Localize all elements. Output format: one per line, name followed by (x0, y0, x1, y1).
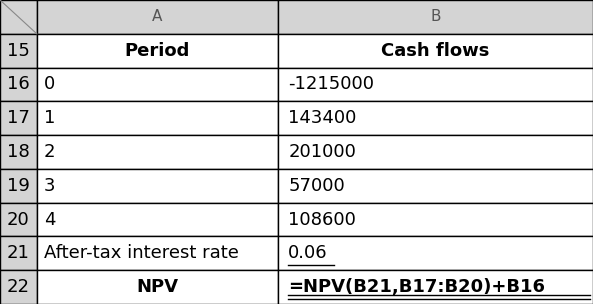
Bar (0, 67, 37, 101)
Text: -1215000: -1215000 (288, 75, 374, 93)
Bar (278, 135, 593, 169)
Text: 108600: 108600 (288, 211, 356, 229)
Bar (37, 203, 278, 237)
Bar (0, 270, 37, 304)
Text: A: A (152, 9, 162, 24)
Bar (0, 237, 37, 270)
Bar (0, 101, 37, 135)
Text: 17: 17 (7, 109, 30, 127)
Bar (37, 0, 278, 34)
Bar (278, 270, 593, 304)
Text: 57000: 57000 (288, 177, 345, 195)
Bar (278, 101, 593, 135)
Bar (278, 169, 593, 203)
Text: 22: 22 (7, 278, 30, 296)
Bar (278, 0, 593, 34)
Bar (37, 270, 278, 304)
Text: 20: 20 (7, 211, 30, 229)
Text: 3: 3 (44, 177, 55, 195)
Text: 19: 19 (7, 177, 30, 195)
Text: 1: 1 (44, 109, 55, 127)
Text: 143400: 143400 (288, 109, 356, 127)
Text: Cash flows: Cash flows (381, 42, 489, 60)
Bar (0, 135, 37, 169)
Text: =NPV(B21,B17:B20)+B16: =NPV(B21,B17:B20)+B16 (288, 278, 545, 296)
Bar (278, 34, 593, 67)
Text: 21: 21 (7, 244, 30, 262)
Text: 0: 0 (44, 75, 55, 93)
Bar (0, 169, 37, 203)
Text: 2: 2 (44, 143, 55, 161)
Text: 0.06: 0.06 (288, 244, 328, 262)
Bar (278, 237, 593, 270)
Bar (37, 169, 278, 203)
Bar (0, 0, 37, 34)
Text: 16: 16 (7, 75, 30, 93)
Text: 4: 4 (44, 211, 55, 229)
Bar (37, 34, 278, 67)
Text: 18: 18 (7, 143, 30, 161)
Bar (37, 67, 278, 101)
Text: 15: 15 (7, 42, 30, 60)
Bar (37, 101, 278, 135)
Text: After-tax interest rate: After-tax interest rate (44, 244, 239, 262)
Text: Period: Period (125, 42, 190, 60)
Bar (278, 67, 593, 101)
Text: NPV: NPV (136, 278, 178, 296)
Text: 201000: 201000 (288, 143, 356, 161)
Bar (278, 203, 593, 237)
Bar (37, 237, 278, 270)
Bar (0, 34, 37, 67)
Bar (0, 203, 37, 237)
Text: B: B (430, 9, 441, 24)
Bar (37, 135, 278, 169)
